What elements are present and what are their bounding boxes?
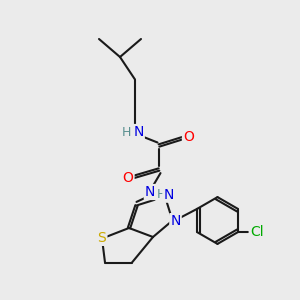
Text: H: H [156, 188, 166, 201]
Text: N: N [134, 125, 144, 139]
Text: H: H [122, 125, 131, 139]
Text: O: O [183, 130, 194, 144]
Text: N: N [164, 188, 174, 202]
Text: O: O [123, 171, 134, 185]
Text: N: N [170, 214, 181, 228]
Text: N: N [145, 185, 155, 199]
Text: Cl: Cl [250, 225, 263, 239]
Text: S: S [98, 231, 106, 245]
